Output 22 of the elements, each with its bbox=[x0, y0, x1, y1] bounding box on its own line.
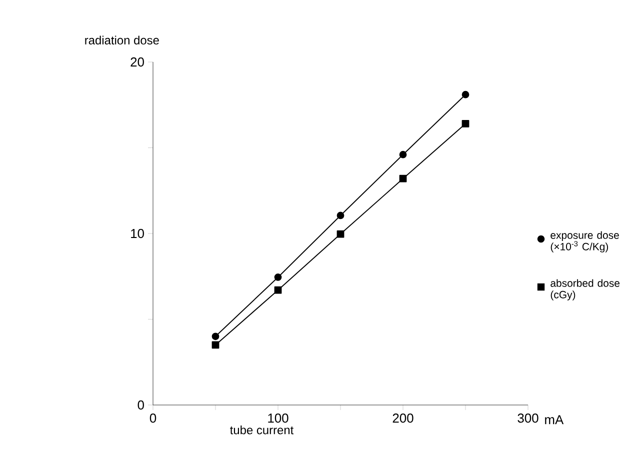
x-tick-label: 100 bbox=[268, 414, 288, 423]
point bbox=[336, 212, 344, 220]
y-axis-title: radiation dose bbox=[85, 36, 159, 44]
point bbox=[274, 286, 282, 294]
x-tick-label: 0 bbox=[150, 414, 156, 423]
y-tick-label: 10 bbox=[131, 228, 144, 238]
point bbox=[336, 230, 344, 238]
x-axis-title: tube current bbox=[230, 426, 294, 434]
y-tick-label: 0 bbox=[138, 400, 144, 410]
point bbox=[462, 120, 470, 128]
x-tick-label: 200 bbox=[392, 414, 414, 423]
legend-label: exposure dose (×10$^{-3}$ C/Kg) bbox=[550, 231, 619, 252]
point bbox=[212, 341, 220, 349]
point bbox=[462, 90, 470, 98]
point bbox=[274, 274, 282, 281]
y-tick-label: 20 bbox=[130, 57, 144, 67]
x-tick-label: 300 bbox=[518, 414, 538, 423]
legend-label: absorbed dose (cGy) bbox=[550, 279, 620, 300]
point bbox=[212, 332, 220, 340]
point bbox=[399, 174, 407, 182]
point bbox=[399, 150, 407, 158]
text: mA bbox=[545, 415, 564, 424]
